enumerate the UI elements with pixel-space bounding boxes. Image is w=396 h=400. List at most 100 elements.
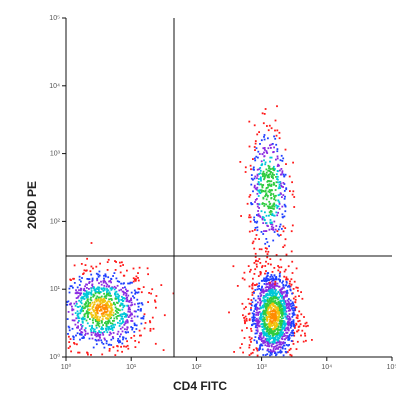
event-point	[103, 274, 105, 277]
event-point	[83, 287, 86, 290]
event-point	[281, 293, 284, 296]
event-point	[79, 301, 82, 303]
event-point	[88, 288, 90, 290]
event-point	[279, 295, 282, 297]
event-point	[260, 316, 263, 319]
event-point	[121, 313, 123, 316]
event-point	[295, 306, 298, 309]
event-point	[277, 211, 279, 214]
event-point	[259, 189, 261, 192]
event-point	[77, 306, 80, 308]
event-point	[98, 322, 101, 325]
event-point	[284, 347, 287, 350]
event-point	[271, 223, 274, 226]
event-point	[249, 270, 251, 273]
event-point	[83, 329, 86, 331]
event-point	[262, 222, 265, 224]
event-point	[270, 328, 273, 331]
event-point	[126, 340, 128, 343]
event-point	[276, 331, 279, 333]
event-point	[259, 335, 261, 338]
event-point	[265, 173, 268, 176]
event-point	[272, 279, 275, 282]
event-point	[259, 143, 261, 145]
event-point	[301, 329, 304, 332]
event-point	[269, 338, 272, 341]
event-point	[277, 308, 279, 310]
event-point	[288, 286, 291, 288]
event-point	[251, 284, 254, 287]
event-point	[107, 327, 110, 329]
event-point	[80, 287, 83, 290]
event-point	[70, 285, 73, 288]
event-point	[228, 311, 230, 314]
event-point	[86, 294, 89, 297]
event-point	[73, 319, 76, 322]
event-point	[272, 226, 275, 229]
event-point	[248, 344, 251, 346]
event-point	[266, 205, 269, 208]
event-point	[69, 338, 72, 340]
event-point	[305, 325, 307, 328]
event-point	[118, 341, 120, 344]
event-point	[118, 339, 121, 342]
event-point	[122, 336, 124, 339]
event-point	[278, 208, 281, 210]
event-point	[259, 177, 262, 180]
event-point	[264, 163, 267, 166]
event-point	[94, 290, 97, 293]
event-point	[70, 350, 72, 353]
event-point	[83, 315, 86, 318]
event-point	[282, 285, 285, 287]
event-point	[120, 322, 122, 325]
event-point	[114, 291, 117, 294]
event-point	[257, 301, 259, 304]
event-point	[269, 189, 272, 192]
event-point	[254, 187, 257, 190]
event-point	[98, 270, 101, 273]
event-point	[71, 319, 74, 322]
event-point	[280, 319, 282, 322]
event-point	[130, 301, 133, 304]
event-point	[290, 305, 292, 308]
event-point	[95, 291, 98, 293]
event-point	[278, 185, 281, 188]
event-point	[140, 322, 143, 325]
event-point	[263, 328, 265, 331]
event-point	[254, 175, 257, 178]
event-point	[274, 293, 277, 295]
event-point	[94, 312, 97, 314]
event-point	[78, 299, 80, 302]
event-point	[97, 332, 99, 334]
event-point	[87, 296, 89, 298]
event-point	[255, 188, 258, 191]
event-point	[107, 258, 110, 261]
event-point	[273, 174, 275, 176]
event-point	[252, 277, 254, 280]
event-point	[107, 317, 110, 320]
event-point	[276, 214, 279, 217]
event-point	[256, 214, 258, 216]
event-point	[89, 303, 92, 306]
event-point	[251, 301, 254, 304]
event-point	[256, 229, 259, 232]
event-point	[100, 295, 103, 298]
event-point	[84, 303, 87, 306]
event-point	[260, 312, 263, 315]
event-point	[267, 164, 270, 167]
event-point	[244, 171, 247, 173]
event-point	[87, 298, 89, 301]
event-point	[284, 238, 287, 241]
event-point	[118, 300, 120, 303]
event-point	[109, 280, 112, 282]
event-point	[133, 334, 136, 337]
event-point	[98, 282, 100, 285]
x-tick-label: 10³	[257, 364, 268, 371]
event-point	[257, 319, 259, 322]
event-point	[105, 329, 108, 332]
event-point	[281, 281, 284, 284]
event-point	[94, 307, 97, 310]
event-point	[117, 330, 120, 333]
event-point	[160, 284, 163, 286]
y-tick-label: 10³	[50, 151, 61, 158]
